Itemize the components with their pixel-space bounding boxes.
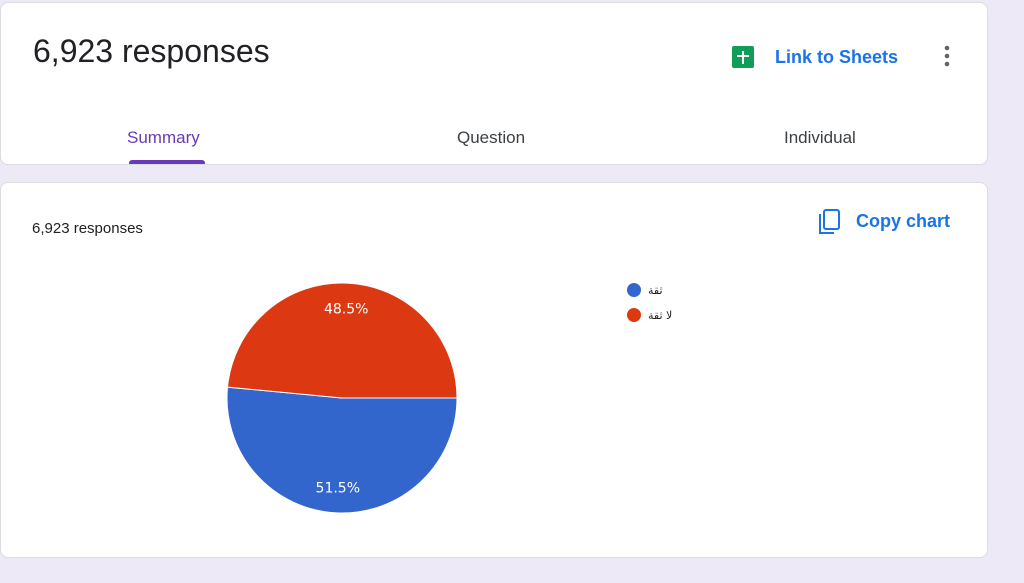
tab-indicator xyxy=(129,160,205,164)
tab[interactable]: Individual xyxy=(784,128,856,147)
tab[interactable]: Question xyxy=(457,128,526,147)
copy-chart[interactable]: Copy chart xyxy=(856,211,951,231)
chart-card xyxy=(0,182,988,558)
sheets-icon[interactable] xyxy=(731,45,755,69)
link-to-sheets[interactable]: Link to Sheets xyxy=(775,47,899,67)
legend-label: لا ثقة xyxy=(648,309,672,322)
slice-label: 51.5% xyxy=(316,481,360,497)
legend-marker xyxy=(627,308,641,322)
tab[interactable]: Summary xyxy=(127,128,200,147)
header-card: 6,923 responses Link to Sheets Summary Q… xyxy=(0,2,988,165)
copy-icon[interactable] xyxy=(817,208,841,236)
slice-label: 48.5% xyxy=(324,301,368,317)
legend-marker xyxy=(627,283,641,297)
response-count: 6,923 responses xyxy=(32,220,143,237)
pie-slice xyxy=(226,282,458,399)
legend-label: ثقة xyxy=(648,284,663,297)
pie-slice xyxy=(226,386,458,514)
more-menu[interactable] xyxy=(939,45,955,69)
title: 6,923 responses xyxy=(33,33,270,69)
